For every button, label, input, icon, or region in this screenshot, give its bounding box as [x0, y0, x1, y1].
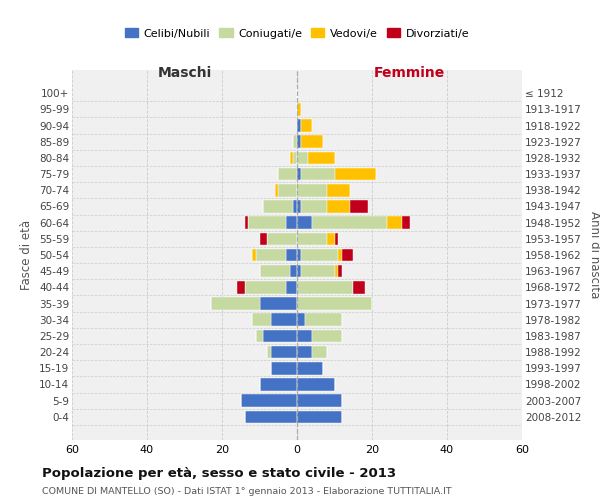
Bar: [297, 394, 342, 407]
Bar: [297, 200, 301, 213]
Bar: [327, 232, 335, 245]
Bar: [271, 314, 297, 326]
Bar: [293, 200, 297, 213]
Bar: [293, 152, 297, 164]
Bar: [297, 346, 312, 358]
Bar: [297, 330, 312, 342]
Bar: [305, 314, 342, 326]
Bar: [335, 265, 338, 278]
Bar: [211, 297, 260, 310]
Bar: [275, 184, 278, 196]
Bar: [297, 136, 301, 148]
Bar: [297, 119, 301, 132]
Bar: [260, 297, 297, 310]
Legend: Celibi/Nubili, Coniugati/e, Vedovi/e, Divorziati/e: Celibi/Nubili, Coniugati/e, Vedovi/e, Di…: [121, 24, 473, 43]
Bar: [342, 248, 353, 262]
Bar: [260, 232, 267, 245]
Text: COMUNE DI MANTELLO (SO) - Dati ISTAT 1° gennaio 2013 - Elaborazione TUTTITALIA.I: COMUNE DI MANTELLO (SO) - Dati ISTAT 1° …: [42, 488, 452, 496]
Bar: [301, 168, 335, 180]
Bar: [286, 248, 297, 262]
Y-axis label: Fasce di età: Fasce di età: [20, 220, 34, 290]
Bar: [353, 281, 365, 293]
Bar: [297, 362, 323, 374]
Bar: [278, 168, 297, 180]
Text: Femmine: Femmine: [374, 66, 445, 80]
Bar: [245, 410, 297, 423]
Bar: [312, 216, 387, 229]
Bar: [312, 346, 327, 358]
Bar: [297, 281, 353, 293]
Bar: [308, 152, 335, 164]
Bar: [297, 168, 301, 180]
Bar: [290, 152, 293, 164]
Text: Popolazione per età, sesso e stato civile - 2013: Popolazione per età, sesso e stato civil…: [42, 468, 396, 480]
Bar: [271, 346, 297, 358]
Bar: [297, 184, 327, 196]
Bar: [297, 297, 372, 310]
Bar: [297, 265, 301, 278]
Bar: [327, 184, 349, 196]
Bar: [297, 248, 301, 262]
Bar: [260, 378, 297, 391]
Bar: [260, 265, 290, 278]
Bar: [301, 200, 327, 213]
Bar: [245, 216, 248, 229]
Bar: [267, 232, 297, 245]
Bar: [297, 103, 301, 116]
Bar: [297, 232, 327, 245]
Bar: [301, 136, 323, 148]
Bar: [387, 216, 402, 229]
Bar: [267, 346, 271, 358]
Bar: [252, 248, 256, 262]
Bar: [312, 330, 342, 342]
Bar: [263, 200, 293, 213]
Bar: [349, 200, 368, 213]
Bar: [278, 184, 297, 196]
Bar: [297, 216, 312, 229]
Bar: [297, 314, 305, 326]
Bar: [271, 362, 297, 374]
Bar: [297, 378, 335, 391]
Bar: [335, 168, 376, 180]
Y-axis label: Anni di nascita: Anni di nascita: [588, 212, 600, 298]
Bar: [297, 152, 308, 164]
Bar: [301, 248, 338, 262]
Bar: [256, 330, 263, 342]
Bar: [301, 265, 335, 278]
Bar: [252, 314, 271, 326]
Bar: [402, 216, 409, 229]
Bar: [338, 265, 342, 278]
Bar: [301, 119, 312, 132]
Bar: [335, 232, 338, 245]
Bar: [327, 200, 349, 213]
Bar: [293, 136, 297, 148]
Bar: [286, 216, 297, 229]
Bar: [248, 216, 286, 229]
Bar: [241, 394, 297, 407]
Text: Maschi: Maschi: [157, 66, 212, 80]
Bar: [256, 248, 286, 262]
Bar: [338, 248, 342, 262]
Bar: [237, 281, 245, 293]
Bar: [286, 281, 297, 293]
Bar: [263, 330, 297, 342]
Bar: [297, 410, 342, 423]
Bar: [245, 281, 286, 293]
Bar: [290, 265, 297, 278]
